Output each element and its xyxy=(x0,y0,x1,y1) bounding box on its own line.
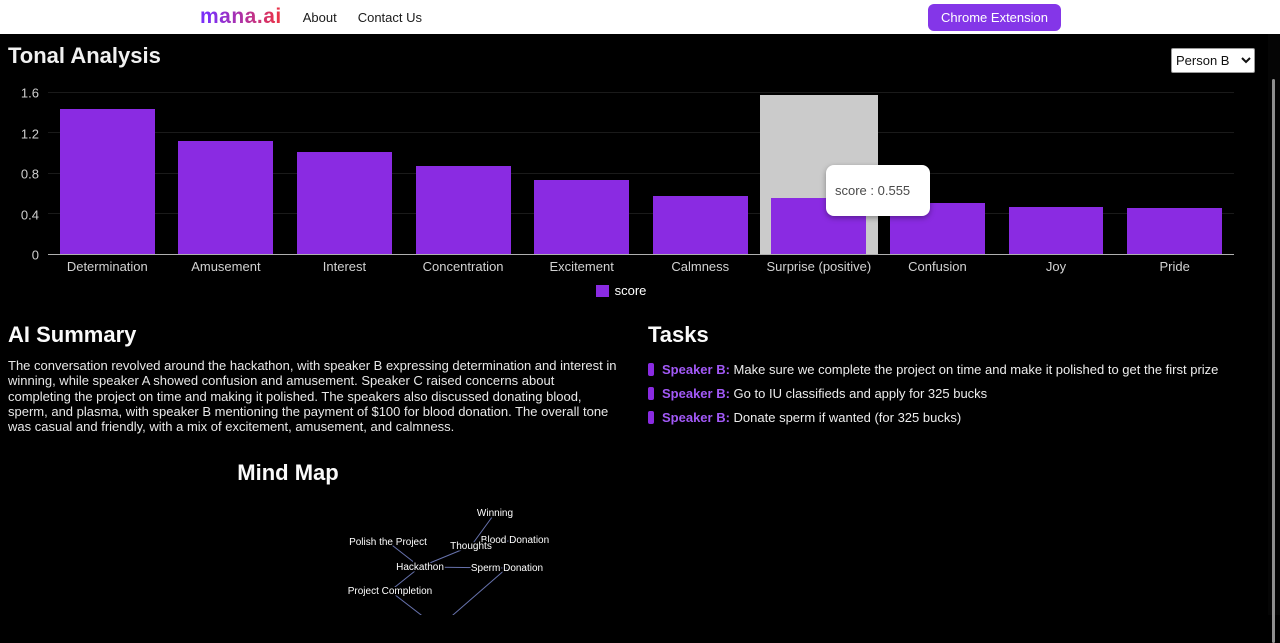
legend-color-box xyxy=(595,284,609,297)
task-speaker-label: Speaker B: xyxy=(662,386,734,401)
chart-column xyxy=(404,93,523,254)
mind-map-edge xyxy=(387,541,421,568)
mind-map-title: Mind Map xyxy=(237,460,339,486)
chart-tooltip: score : 0.555 xyxy=(826,165,930,216)
y-tick-label: 0 xyxy=(31,247,39,263)
chart-column xyxy=(997,93,1116,254)
nav-link-about[interactable]: About xyxy=(302,9,337,25)
ai-summary-text: The conversation revolved around the hac… xyxy=(8,358,617,435)
gridline xyxy=(48,172,1234,174)
tonal-analysis-title: Tonal Analysis xyxy=(8,43,161,68)
chart-column xyxy=(167,93,286,254)
logo-mana-ai[interactable]: mana.ai xyxy=(200,5,282,28)
y-tick-label: 0.4 xyxy=(20,207,39,222)
mind-map-node-hackathon[interactable]: Hackathon xyxy=(395,561,446,575)
task-bullet-icon xyxy=(648,363,654,376)
gridline xyxy=(48,212,1234,214)
bar-interest[interactable] xyxy=(297,152,392,254)
summary-tasks-row: AI Summary The conversation revolved aro… xyxy=(8,322,1280,434)
task-item: Speaker B: Go to IU classifieds and appl… xyxy=(648,386,1280,402)
mind-map-node-completion[interactable]: Project Completion xyxy=(346,585,433,599)
task-item: Speaker B: Donate sperm if wanted (for 3… xyxy=(648,410,1280,426)
x-axis-label: Surprise (positive) xyxy=(766,259,872,274)
ai-summary-section: AI Summary The conversation revolved aro… xyxy=(8,322,620,434)
ai-summary-title: AI Summary xyxy=(8,322,137,347)
x-axis-label: Excitement xyxy=(549,259,614,274)
mind-map-section: Mind Map xyxy=(8,460,1280,486)
x-axis-label: Joy xyxy=(1045,259,1067,274)
chart-legend[interactable]: score xyxy=(8,283,1234,298)
navbar: mana.ai About Contact Us Chrome Extensio… xyxy=(0,0,1280,34)
mind-map-node-sperm[interactable]: Sperm Donation xyxy=(469,562,544,576)
mind-map-edge xyxy=(419,545,472,568)
nav-link-contact-us[interactable]: Contact Us xyxy=(357,9,423,25)
mind-map-edge xyxy=(389,590,422,615)
mind-map-edge xyxy=(452,567,508,615)
x-axis-labels: Determination Amusement Interest Concentrat… xyxy=(48,259,1234,274)
task-text: Speaker B: Donate sperm if wanted (for 3… xyxy=(662,410,962,425)
tonal-analysis-header: Tonal Analysis Person B xyxy=(8,43,1280,76)
mind-map-edge xyxy=(389,566,421,592)
x-axis-label: Pride xyxy=(1159,259,1190,274)
x-axis-label: Confusion xyxy=(908,259,967,274)
scrollbar-track xyxy=(1268,34,1280,643)
tonal-analysis-section: Tonal Analysis Person B 0 0.4 0.8 1.2 1.6 sc… xyxy=(8,43,1280,298)
x-axis-label: Determination xyxy=(66,259,148,274)
bar-concentration[interactable] xyxy=(415,166,511,254)
task-item: Speaker B: Make sure we complete the pro… xyxy=(648,362,1280,378)
mind-map-edge xyxy=(470,539,516,547)
chart-column xyxy=(641,93,760,254)
task-text: Speaker B: Go to IU classifieds and appl… xyxy=(662,386,988,401)
y-tick-label: 0.8 xyxy=(20,166,39,182)
tasks-title: Tasks xyxy=(648,322,709,347)
x-axis-label: Concentration xyxy=(422,259,504,274)
x-axis-label: Interest xyxy=(322,259,367,274)
y-tick-label: 1.2 xyxy=(20,126,39,141)
gridline xyxy=(48,92,1234,93)
mind-map-node-winning[interactable]: Winning xyxy=(475,507,514,521)
tasks-section: Tasks Speaker B: Make sure we complete t… xyxy=(648,322,1280,434)
mind-map-edge xyxy=(470,512,496,547)
main-content: Tonal Analysis Person B 0 0.4 0.8 1.2 1.6 sc… xyxy=(0,43,1280,486)
bar-amusement[interactable] xyxy=(178,141,274,254)
task-speaker-label: Speaker B: xyxy=(662,362,734,377)
legend-label: score xyxy=(614,283,647,298)
mind-map-node-polish[interactable]: Polish the Project xyxy=(348,536,429,550)
bar-calmness[interactable] xyxy=(652,195,748,254)
task-text: Speaker B: Make sure we complete the pro… xyxy=(662,362,1219,377)
chart-plot-area: score : 0.555 xyxy=(48,92,1234,255)
bar-joy[interactable] xyxy=(1008,206,1104,254)
bar-excitement[interactable] xyxy=(534,179,630,254)
chart-column xyxy=(285,93,404,254)
bar-pride[interactable] xyxy=(1127,207,1223,254)
gridline xyxy=(48,132,1234,134)
chrome-extension-button[interactable]: Chrome Extension xyxy=(928,3,1061,31)
y-tick-label: 1.6 xyxy=(20,85,39,101)
task-speaker-label: Speaker B: xyxy=(662,410,734,425)
task-bullet-icon xyxy=(648,411,654,424)
tasks-list: Speaker B: Make sure we complete the pro… xyxy=(648,362,1280,426)
mind-map-edge xyxy=(419,566,508,569)
mind-map-node-blood[interactable]: Blood Donation xyxy=(479,534,550,548)
y-axis: 0 0.4 0.8 1.2 1.6 xyxy=(8,86,43,263)
x-axis-label: Calmness xyxy=(671,259,730,274)
chart-column xyxy=(1115,93,1234,254)
scrollbar-thumb[interactable] xyxy=(1272,79,1275,643)
chart-column xyxy=(48,93,167,254)
mind-map-node-thoughts[interactable]: Thoughts xyxy=(449,540,494,554)
bar-determination[interactable] xyxy=(59,109,155,254)
person-select[interactable]: Person B xyxy=(1171,48,1255,73)
task-bullet-icon xyxy=(648,387,654,400)
bar-chart: 0 0.4 0.8 1.2 1.6 score : 0.555 xyxy=(8,86,1234,263)
chart-column xyxy=(522,93,641,254)
x-axis-label: Amusement xyxy=(191,259,261,274)
